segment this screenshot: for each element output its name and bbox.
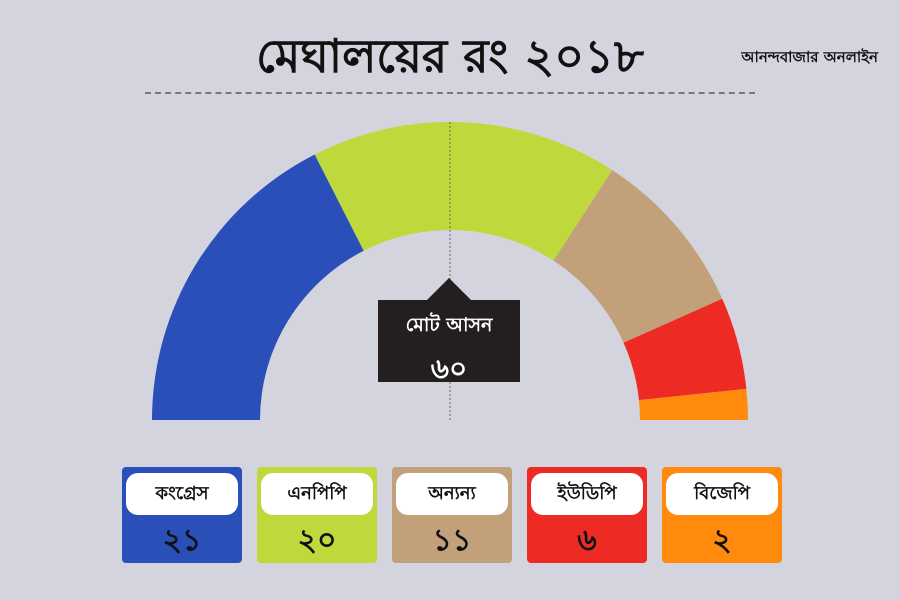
slice-4 (623, 298, 747, 401)
legend-card-1: কংগ্রেস ২১ (122, 467, 242, 563)
legend-party-name: এনপিপি (261, 473, 373, 515)
title-divider (145, 92, 755, 94)
slice-3 (553, 170, 723, 343)
total-seats-callout: মোট আসন ৬০ (378, 278, 520, 385)
legend-card-2: এনপিপি ২০ (257, 467, 377, 563)
slice-1 (152, 154, 364, 421)
legend-seat-count: ২ (712, 523, 732, 558)
party-legend: কংগ্রেস ২১ এনপিপি ২০ অন্যন্য ১১ ইউডিপি ৬ বিজেপি ২ (122, 467, 782, 567)
legend-seat-count: ৬ (577, 523, 597, 558)
legend-card-3: অন্যন্য ১১ (392, 467, 512, 563)
legend-seat-count: ১১ (432, 523, 472, 558)
chart-title: মেঘালয়ের রং ২০১৮ (256, 29, 644, 83)
legend-card-4: ইউডিপি ৬ (527, 467, 647, 563)
legend-party-name: অন্যন্য (396, 473, 508, 515)
legend-party-name: ইউডিপি (531, 473, 643, 515)
source-label: আনন্দবাজার অনলাইন (741, 48, 878, 66)
total-seats-value: ৬০ (430, 352, 468, 385)
legend-seat-count: ২১ (162, 523, 202, 558)
slice-2 (314, 121, 613, 261)
legend-party-name: বিজেপি (666, 473, 778, 515)
legend-party-name: কংগ্রেস (126, 473, 238, 515)
legend-seat-count: ২০ (297, 523, 337, 558)
legend-card-5: বিজেপি ২ (662, 467, 782, 563)
total-seats-label: মোট আসন (405, 314, 493, 336)
slice-5 (638, 388, 748, 420)
